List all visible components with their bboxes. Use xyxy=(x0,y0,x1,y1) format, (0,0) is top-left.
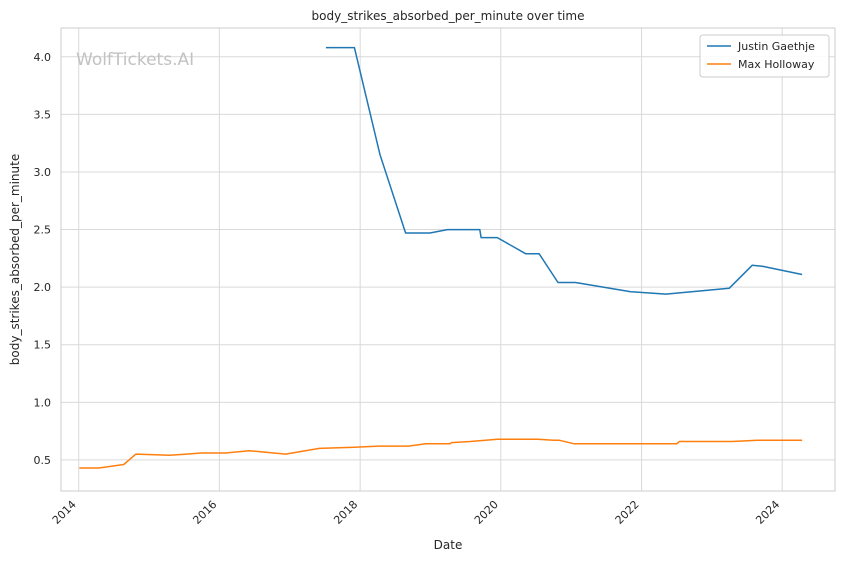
plot-frame xyxy=(60,27,836,492)
legend-label: Justin Gaethje xyxy=(737,40,815,53)
x-axis-label: Date xyxy=(434,538,463,552)
y-tick-label: 0.5 xyxy=(34,454,52,467)
y-tick-label: 3.5 xyxy=(34,108,52,121)
legend-box xyxy=(699,34,830,78)
series-line-1 xyxy=(325,46,803,295)
series xyxy=(79,46,803,469)
y-tick-label: 3.0 xyxy=(34,166,52,179)
y-axis-label: body_strikes_absorbed_per_minute xyxy=(8,154,22,365)
series-line-2 xyxy=(79,438,803,469)
y-tick-label: 4.0 xyxy=(34,51,52,64)
legend-label: Max Holloway xyxy=(738,58,815,71)
legend: Justin Gaethje Max Holloway xyxy=(699,34,830,78)
y-tick-label: 2.0 xyxy=(34,281,52,294)
y-tick-label: 1.5 xyxy=(34,339,52,352)
y-tick-label: 2.5 xyxy=(34,224,52,237)
y-tick-label: 1.0 xyxy=(34,396,52,409)
chart-title: body_strikes_absorbed_per_minute over ti… xyxy=(312,9,585,23)
watermark: WolfTickets.AI xyxy=(76,50,194,70)
